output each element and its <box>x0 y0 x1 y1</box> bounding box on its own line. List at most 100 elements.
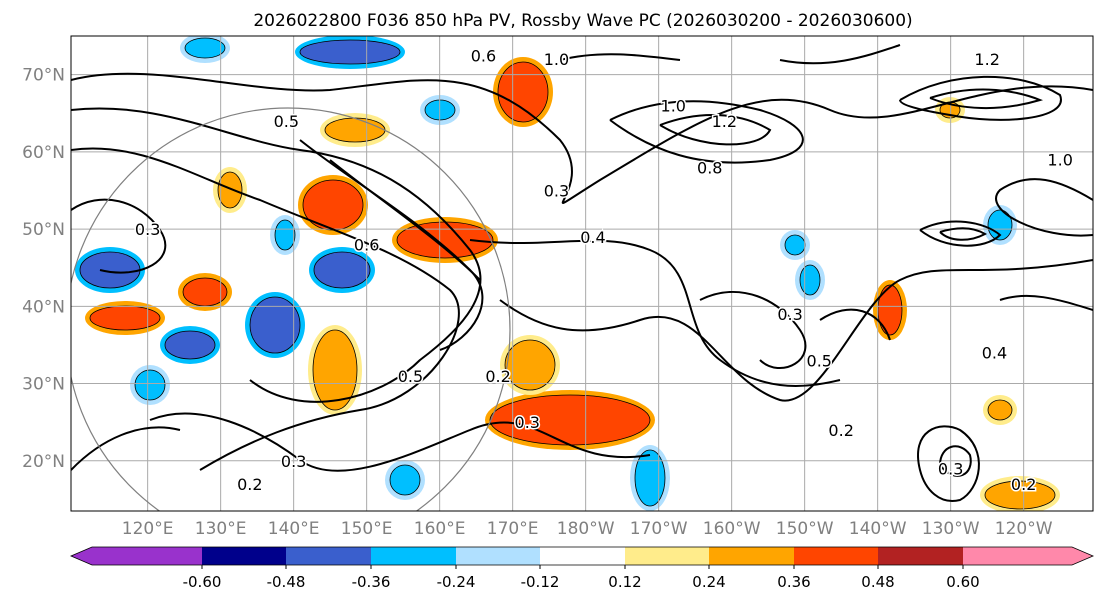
colorbar-tick-label: -0.60 <box>183 573 222 591</box>
pv-contour-line <box>71 72 1093 204</box>
anomaly-region <box>984 480 1056 510</box>
anomaly-region <box>164 330 216 360</box>
anomaly-region <box>299 39 401 65</box>
pv-contour-line <box>819 308 891 341</box>
colorbar-segment <box>371 547 456 565</box>
anomaly-region <box>249 296 301 354</box>
contour-label: 0.8 <box>697 158 722 177</box>
colorbar-segment <box>540 547 625 565</box>
contour-label: 0.3 <box>938 460 963 479</box>
lon-tick-label: 130°W <box>922 519 980 539</box>
anomaly-region <box>504 339 556 391</box>
anomaly-region <box>79 251 141 289</box>
pv-contours <box>71 44 1093 502</box>
contour-label: 0.3 <box>544 181 569 200</box>
anomaly-region <box>799 264 821 296</box>
anomaly-region <box>217 171 243 209</box>
anomaly-region <box>184 37 226 59</box>
anomaly-region <box>89 305 161 331</box>
contour-label: 0.3 <box>135 220 160 239</box>
anomaly-region <box>634 449 666 507</box>
pv-contour-line <box>71 147 460 471</box>
lon-tick-label: 150°W <box>776 519 834 539</box>
colorbar-tick-label: -0.12 <box>521 573 560 591</box>
contour-label: 1.0 <box>661 97 686 116</box>
contour-label: 0.2 <box>485 367 510 386</box>
colorbar-tick-label: -0.36 <box>352 573 391 591</box>
lon-tick-labels: 120°E 130°E 140°E 150°E 160°E 170°E 180°W 170°W… <box>122 519 1053 539</box>
pv-contour-line <box>995 178 1093 237</box>
pv-contour-line <box>559 53 681 61</box>
contour-label: 0.3 <box>777 305 802 324</box>
lon-tick-label: 180°W <box>557 519 615 539</box>
lon-tick-label: 160°W <box>703 519 761 539</box>
contour-label: 0.3 <box>281 452 306 471</box>
anomaly-region <box>987 209 1013 241</box>
colorbar-tick-label: 0.24 <box>692 573 725 591</box>
lon-tick-label: 160°E <box>414 519 466 539</box>
contour-label: 0.5 <box>807 351 832 370</box>
contour-label: 0.4 <box>982 344 1007 363</box>
pv-contour-line <box>149 412 651 472</box>
pv-contour-line <box>999 294 1093 311</box>
lon-tick-label: 120°E <box>122 519 174 539</box>
anomaly-region <box>134 369 166 401</box>
colorbar-tick-label: -0.24 <box>437 573 476 591</box>
lat-tick-labels: 70°N 60°N 50°N 40°N 30°N 20°N <box>22 66 65 472</box>
anomaly-region <box>312 329 358 411</box>
pv-contour-line <box>929 88 1044 110</box>
colorbar-tick-label: 0.48 <box>861 573 894 591</box>
colorbar-segment <box>625 547 709 565</box>
lat-tick-label: 50°N <box>22 220 65 240</box>
contour-label: 0.5 <box>274 112 299 131</box>
pv-contour-line <box>939 227 988 241</box>
contour-label: 0.5 <box>398 367 423 386</box>
pv-contour-line <box>779 44 901 65</box>
pv-contour-line <box>919 220 1002 247</box>
anomaly-region <box>877 284 903 336</box>
contour-label: 1.2 <box>974 50 999 69</box>
colorbar-tick-label: 0.36 <box>777 573 810 591</box>
anomaly-region <box>784 234 806 256</box>
colorbar-segment <box>286 547 371 565</box>
pv-contour-line <box>71 198 167 274</box>
pv-contour-line <box>939 445 972 477</box>
anomaly-region <box>302 179 364 231</box>
pv-contour-line <box>917 425 980 502</box>
lon-tick-label: 130°E <box>195 519 247 539</box>
colorbar-segment <box>709 547 794 565</box>
pv-contour-line <box>659 113 772 146</box>
anomaly-region <box>497 61 549 123</box>
anomaly-region <box>389 464 421 496</box>
contour-labels: 0.6 1.0 1.2 1.0 1.2 0.8 1.0 0.5 0.3 0.4 0.6 0.5 0.2 0… <box>133 45 1074 496</box>
gridlines <box>71 36 1093 511</box>
contour-label: 1.0 <box>1047 151 1072 170</box>
pv-shading <box>75 36 1060 511</box>
colorbar: -0.60 -0.48 -0.36 -0.24 -0.12 0.12 0.24 0.36 0.4… <box>69 546 1095 591</box>
colorbar-segment <box>456 547 540 565</box>
contour-label: 0.3 <box>515 413 540 432</box>
contour-label: 0.6 <box>354 236 379 255</box>
contour-label: 0.2 <box>237 475 262 494</box>
contour-label: 1.2 <box>712 112 737 131</box>
pv-contour-line <box>609 100 804 164</box>
pv-contour-line <box>899 75 1062 121</box>
lat-tick-label: 30°N <box>22 375 65 395</box>
pv-contour-line <box>71 426 181 471</box>
lon-tick-label: 170°E <box>487 519 539 539</box>
lat-tick-label: 60°N <box>22 143 65 163</box>
colorbar-segment <box>794 547 878 565</box>
colorbar-extend-high <box>963 547 1093 565</box>
colorbar-segment <box>878 547 963 565</box>
lon-tick-label: 140°W <box>849 519 907 539</box>
anomaly-region <box>987 399 1013 421</box>
chart-title: 2026022800 F036 850 hPa PV, Rossby Wave … <box>253 11 912 31</box>
region-circle <box>71 107 511 511</box>
colorbar-tick-label: 0.12 <box>608 573 641 591</box>
contour-label: 0.2 <box>1011 475 1036 494</box>
lat-tick-label: 40°N <box>22 297 65 317</box>
colorbar-segment <box>202 547 286 565</box>
anomaly-region <box>313 251 371 289</box>
